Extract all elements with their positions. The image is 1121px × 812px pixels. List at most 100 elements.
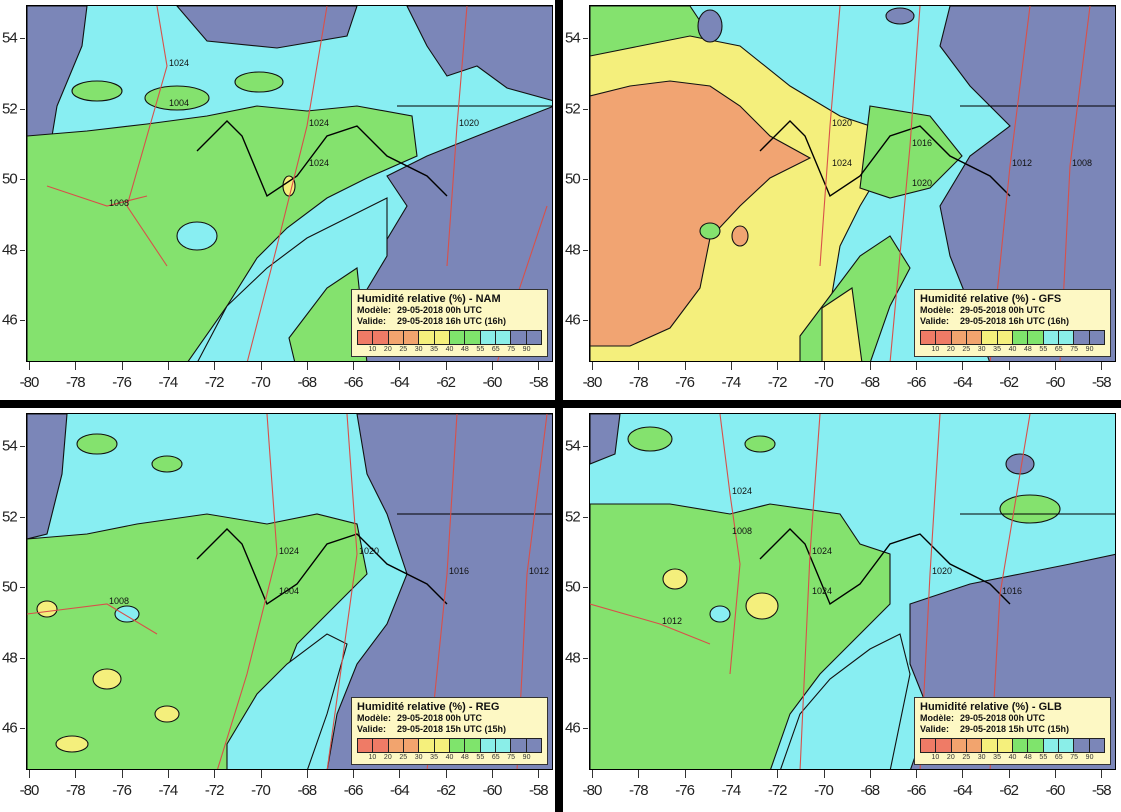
isobar-label: 1016	[449, 566, 469, 576]
lat-tick-label: 48	[565, 241, 581, 258]
lon-tick	[399, 362, 401, 370]
lon-tick-label: -68	[860, 782, 880, 799]
color-scale-cell	[936, 331, 952, 344]
lat-tick-label: 52	[565, 508, 581, 525]
legend-box: Humidité relative (%) - GLB Modèle: 29-05-…	[914, 697, 1111, 765]
lon-tick	[492, 362, 493, 370]
lon-tick	[167, 362, 169, 370]
color-scale-label: 75	[1070, 346, 1079, 353]
color-scale-labels: 10 20 25 30 35 40 48 55 65 75 90	[357, 753, 542, 762]
lat-tick	[20, 657, 25, 659]
lon-tick	[777, 770, 779, 778]
lat-tick	[20, 108, 25, 110]
lat-tick-label: 54	[565, 29, 581, 47]
color-scale-cell	[1028, 331, 1044, 344]
lat-tick-label: 48	[565, 649, 581, 666]
valid-time-label: Valide:	[357, 316, 387, 326]
lon-tick-label: -64	[390, 374, 410, 391]
isobar-label: 1024	[279, 546, 299, 556]
isobar-label: 1020	[832, 118, 852, 128]
humidity-region-yellow	[745, 592, 779, 620]
lat-tick	[583, 108, 588, 110]
legend-title: Humidité relative (%) - GFS	[920, 293, 1062, 305]
lon-tick	[962, 770, 964, 778]
lon-tick	[730, 362, 732, 370]
lon-tick	[353, 770, 355, 778]
color-scale-cell	[419, 331, 435, 344]
color-scale-cell	[1058, 331, 1075, 344]
color-scale-cell	[997, 739, 1013, 752]
lon-tick-label: -76	[675, 782, 695, 799]
humidity-map: 1024102410201012100810041024Humidité rel…	[26, 5, 553, 362]
color-scale-cell	[495, 739, 512, 752]
lon-tick	[29, 362, 30, 370]
color-scale-label: 55	[476, 754, 485, 761]
lon-tick-label: -78	[65, 374, 86, 391]
humidity-region-slate	[590, 414, 621, 465]
humidity-region-yellow	[36, 600, 58, 618]
lon-tick	[1101, 770, 1103, 778]
color-scale-cell	[997, 331, 1013, 344]
color-scale-cell	[449, 331, 466, 344]
lon-tick	[353, 362, 355, 370]
lon-tick	[306, 362, 308, 370]
lon-tick-label: -78	[628, 782, 649, 799]
isobar-line	[27, 603, 158, 635]
color-scale-cell	[951, 739, 967, 752]
isobar-label: 1020	[359, 546, 379, 556]
lon-tick	[684, 770, 686, 778]
lon-tick	[399, 770, 401, 778]
lon-tick-label: -62	[999, 374, 1019, 391]
lat-tick-label: 50	[2, 578, 18, 596]
color-scale-cell	[1089, 739, 1104, 752]
isobar-label: 1016	[1002, 586, 1022, 596]
humidity-region-orange	[731, 225, 749, 247]
color-scale-labels: 10 20 25 30 35 40 48 55 65 75 90	[920, 345, 1105, 354]
lon-tick-label: -64	[953, 374, 973, 391]
lat-tick	[583, 320, 588, 321]
color-scale-label: 25	[399, 346, 408, 353]
lon-tick-label: -80	[582, 782, 603, 799]
humidity-region-slate	[27, 414, 68, 540]
lon-tick-label: -60	[1045, 782, 1066, 799]
isobar-label: 1008	[732, 526, 752, 536]
isobar-label: 1012	[662, 616, 682, 626]
color-scale-cell	[921, 331, 937, 344]
lon-tick-label: -76	[112, 782, 132, 799]
isobar-label: 1012	[1012, 158, 1032, 168]
isobar-label: 1020	[932, 566, 952, 576]
color-scale-label: 90	[1085, 754, 1094, 761]
valid-time-label: Valide:	[920, 316, 950, 326]
lon-tick-label: -70	[251, 782, 271, 799]
color-scale-cell	[982, 331, 998, 344]
legend-box: Humidité relative (%) - NAM Modèle: 29-05-…	[351, 289, 548, 357]
model-run-value: 29-05-2018 00h UTC	[960, 713, 1046, 723]
humidity-region-slate	[885, 7, 915, 25]
lat-tick	[583, 38, 588, 39]
lat-tick	[20, 179, 25, 180]
model-run-value: 29-05-2018 00h UTC	[397, 305, 483, 315]
color-scale	[920, 738, 1105, 753]
lon-tick	[29, 770, 30, 778]
lat-tick	[20, 728, 25, 729]
color-scale-cell	[388, 331, 404, 344]
lat-tick-label: 46	[2, 311, 18, 329]
lon-tick-label: -68	[297, 782, 317, 799]
coastline	[759, 528, 1011, 606]
lon-tick-label: -58	[528, 782, 549, 799]
color-scale-label: 10	[368, 346, 377, 353]
color-scale-cell	[480, 331, 496, 344]
color-scale-label: 10	[368, 754, 377, 761]
lon-tick	[121, 362, 123, 370]
humidity-map: 1024 1020 1016 1012 1008 1004 Humidité relativ…	[26, 413, 553, 770]
humidity-region-green	[144, 85, 210, 111]
lon-tick-label: -80	[19, 782, 40, 799]
isobar-label: 1004	[169, 98, 189, 108]
color-scale-cell	[1043, 331, 1059, 344]
lon-tick	[75, 770, 77, 778]
humidity-region-slate	[939, 6, 1115, 361]
legend-title: Humidité relative (%) - REG	[357, 701, 500, 713]
lon-tick-label: -68	[860, 374, 880, 391]
color-scale-cell	[403, 739, 420, 752]
color-scale-label: 30	[977, 346, 986, 353]
